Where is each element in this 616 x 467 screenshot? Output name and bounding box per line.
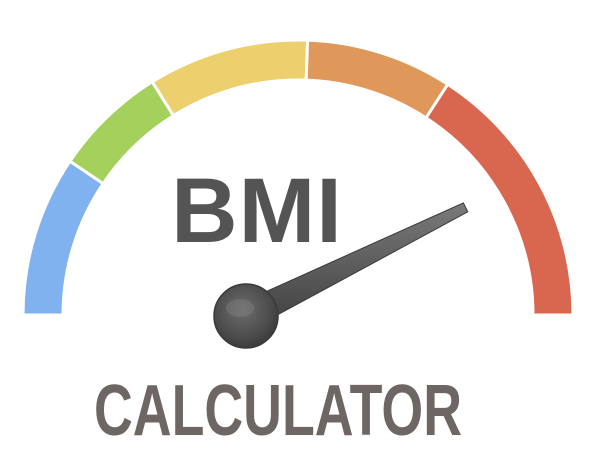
- gauge-title: BMI: [171, 160, 343, 262]
- gauge-segment-extremely-obese: [423, 82, 575, 317]
- calculator-caption: CALCULATOR: [94, 371, 462, 451]
- gauge-arc: [21, 38, 575, 317]
- gauge-segment-normal: [67, 79, 176, 186]
- gauge-needle: [213, 202, 469, 349]
- needle-hub: [213, 283, 279, 349]
- gauge-segment-underweight: [21, 159, 106, 317]
- gauge-segment-overweight: [150, 38, 310, 118]
- gauge-segment-obese: [304, 38, 450, 120]
- needle-hub-highlight: [226, 299, 254, 317]
